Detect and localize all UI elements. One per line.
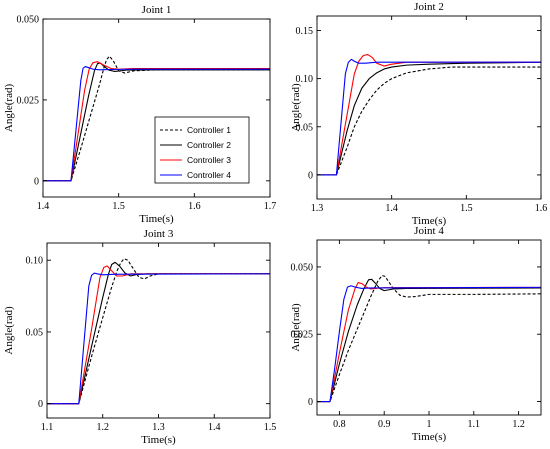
joint-1-ytick-label: 0 bbox=[34, 176, 39, 187]
joint-3-xtick-label: 1.2 bbox=[97, 422, 110, 433]
joint-4-ytick-label: 0.025 bbox=[291, 330, 314, 341]
joint-3-xtick-label: 1.3 bbox=[152, 422, 165, 433]
joint-4-xlabel: Time(s) bbox=[412, 431, 447, 443]
joint-4-panel: Joint 4 0.8 0.9 1 1.1 1.2 0 0.025 0.050 Time(s) An… bbox=[290, 225, 542, 443]
joint-2-series-controller-2 bbox=[317, 61, 541, 176]
joint-4-series-controller-2 bbox=[317, 278, 541, 403]
joint-1-panel: Joint 1 1.4 1.5 1.6 1.7 0 0.025 0.050 Time(s) Ang… bbox=[3, 4, 276, 225]
joint-2-series-controller-4 bbox=[317, 58, 541, 176]
joint-4-xtick-label: 1 bbox=[427, 419, 432, 430]
joint-2-ytick-label: 0.05 bbox=[296, 122, 314, 133]
legend-label-controller-2: Controller 2 bbox=[187, 140, 231, 150]
joint-2-xtick-label: 1.4 bbox=[385, 203, 398, 214]
joint-1-series-controller-4 bbox=[43, 66, 270, 182]
joint-4-xtick-label: 0.9 bbox=[378, 419, 391, 430]
joint-2-xlabel: Time(s) bbox=[412, 215, 447, 227]
joint-4-series-controller-3 bbox=[317, 281, 541, 403]
joint-3-ytick-label: 0.05 bbox=[26, 327, 44, 338]
joint-3-title: Joint 3 bbox=[144, 228, 174, 240]
joint-3-ylabel: Angle(rad) bbox=[3, 306, 15, 355]
joint-1-xlabel: Time(s) bbox=[139, 213, 174, 225]
joint-4-xtick-label: 1.2 bbox=[512, 419, 525, 430]
joint-2-series-controller-3 bbox=[317, 53, 541, 176]
joint-2-panel: Joint 2 1.3 1.4 1.5 1.6 0 0.05 0.10 0.15 Time(s) A… bbox=[290, 1, 547, 227]
joint-2-xtick-label: 1.3 bbox=[311, 203, 324, 214]
legend-label-controller-1: Controller 1 bbox=[187, 125, 231, 135]
joint-1-ytick-label: 0.050 bbox=[17, 15, 40, 26]
joint-1-axes-frame bbox=[42, 18, 271, 198]
joint-1-xtick-label: 1.5 bbox=[112, 201, 125, 212]
joint-1-ylabel: Angle(rad) bbox=[3, 84, 15, 133]
joint-1-xtick-label: 1.7 bbox=[264, 201, 277, 212]
joint-2-ytick-label: 0.10 bbox=[296, 74, 314, 85]
joint-3-xlabel: Time(s) bbox=[141, 434, 176, 446]
legend: Controller 1 Controller 2 Controller 3 C… bbox=[154, 116, 250, 184]
joint-3-panel: Joint 3 1.1 1.2 1.3 1.4 1.5 0 0.05 0.10 Time(s) An… bbox=[3, 228, 276, 446]
joint-4-ylabel: Angle(rad) bbox=[290, 303, 302, 352]
joint-4-series-controller-1 bbox=[317, 274, 541, 403]
joint-3-xtick-label: 1.4 bbox=[208, 422, 221, 433]
joint-4-ytick-label: 0 bbox=[308, 397, 313, 408]
joint-1-series-controller-3 bbox=[43, 61, 270, 182]
joint-4-series-controller-4 bbox=[317, 285, 541, 403]
joint-1-title: Joint 1 bbox=[142, 4, 172, 16]
joint-4-xtick-label: 1.1 bbox=[468, 419, 481, 430]
joint-1-xtick-label: 1.6 bbox=[188, 201, 201, 212]
joint-3-series-group bbox=[47, 258, 270, 405]
joint-2-series-group bbox=[317, 53, 541, 176]
joint-2-series-controller-1 bbox=[317, 66, 541, 176]
joint-4-ytick-label: 0.050 bbox=[291, 262, 314, 273]
joint-2-ytick-label: 0 bbox=[308, 170, 313, 181]
joint-2-ylabel: Angle(rad) bbox=[290, 83, 302, 132]
joint-1-series-group bbox=[43, 55, 270, 182]
joint-3-ytick-label: 0 bbox=[38, 399, 43, 410]
joint-4-series-group bbox=[317, 274, 541, 403]
joint-3-xtick-label: 1.5 bbox=[264, 422, 277, 433]
joint-3-series-controller-4 bbox=[47, 272, 270, 405]
legend-label-controller-4: Controller 4 bbox=[187, 170, 231, 180]
joint-2-title: Joint 2 bbox=[414, 1, 444, 13]
joint-4-xtick-label: 0.8 bbox=[333, 419, 346, 430]
joint-4-axes-frame bbox=[316, 239, 542, 416]
joint-2-xtick-label: 1.5 bbox=[460, 203, 473, 214]
joint-2-ytick-label: 0.15 bbox=[296, 26, 314, 37]
legend-box bbox=[154, 116, 250, 184]
joint-1-xtick-label: 1.4 bbox=[37, 201, 50, 212]
joint-2-xtick-label: 1.6 bbox=[535, 203, 548, 214]
joint-3-series-controller-3 bbox=[47, 265, 270, 405]
joint-3-xtick-label: 1.1 bbox=[41, 422, 54, 433]
joint-3-ytick-label: 0.10 bbox=[26, 256, 44, 267]
joint-2-axes-frame bbox=[316, 15, 542, 200]
legend-label-controller-3: Controller 3 bbox=[187, 155, 231, 165]
joint-4-title: Joint 4 bbox=[414, 225, 444, 237]
joint-1-ytick-label: 0.025 bbox=[17, 95, 40, 106]
